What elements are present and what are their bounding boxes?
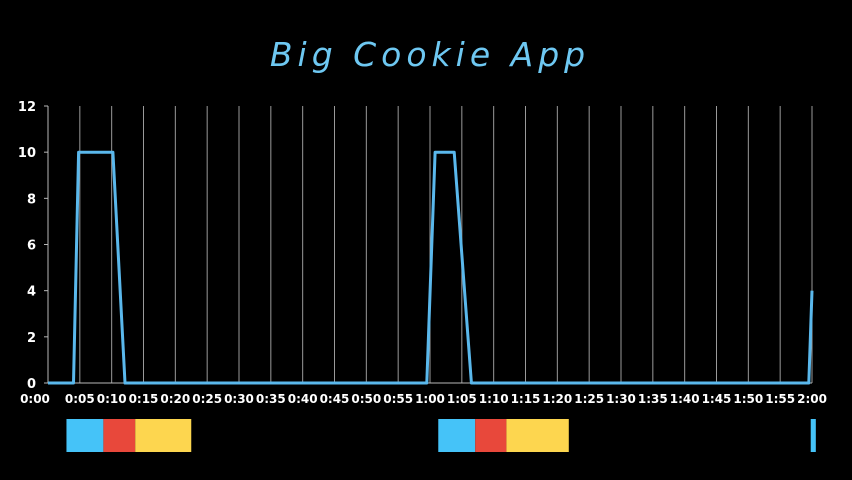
chart-title: Big Cookie App — [270, 35, 590, 74]
x-tick-label: 0:30 — [224, 392, 254, 406]
gridlines — [79, 106, 813, 383]
x-tick-labels: 0:00 0:05 0:10 0:15 0:20 0:25 0:30 0:35 0:40 0:45… — [20, 392, 827, 406]
x-tick-label: 0:45 — [320, 392, 350, 406]
x-tick-label: 1:30 — [606, 392, 636, 406]
x-tick-label: 0:55 — [383, 392, 413, 406]
y-tick-labels: 0 2 4 6 8 10 12 — [18, 100, 48, 392]
y-tick-label: 6 — [27, 239, 36, 254]
timeline-segment — [506, 419, 569, 452]
x-tick-label: 1:40 — [670, 392, 700, 406]
timeline-segment — [66, 419, 104, 452]
x-tick-label: 1:55 — [765, 392, 795, 406]
timeline-bar — [66, 419, 816, 452]
y-tick-label: 2 — [27, 331, 36, 346]
y-tick-label: 12 — [18, 100, 36, 115]
x-tick-label: 1:00 — [415, 392, 445, 406]
x-tick-label: 1:45 — [702, 392, 732, 406]
x-tick-label: 0:05 — [65, 392, 95, 406]
timeline-segment — [475, 419, 507, 452]
timeline-segment — [135, 419, 192, 452]
x-tick-label: 0:25 — [192, 392, 222, 406]
y-tick-label: 4 — [27, 285, 36, 300]
x-tick-label: 0:50 — [351, 392, 381, 406]
x-tick-label: 0:00 — [20, 392, 50, 406]
x-tick-label: 0:20 — [160, 392, 190, 406]
y-tick-label: 0 — [27, 377, 36, 392]
x-tick-label: 1:05 — [447, 392, 477, 406]
x-tick-label: 0:10 — [97, 392, 127, 406]
timeline-segment — [438, 419, 476, 452]
timeline-segment — [810, 419, 816, 452]
x-tick-label: 1:20 — [542, 392, 572, 406]
x-tick-label: 1:50 — [733, 392, 763, 406]
x-tick-label: 1:35 — [638, 392, 668, 406]
x-tick-label: 0:35 — [256, 392, 286, 406]
y-tick-label: 8 — [27, 192, 36, 207]
x-tick-label: 1:25 — [574, 392, 604, 406]
series-line — [48, 150, 814, 385]
x-tick-label: 2:00 — [797, 392, 827, 406]
x-tick-label: 1:15 — [511, 392, 541, 406]
x-tick-label: 0:40 — [288, 392, 318, 406]
series — [48, 150, 814, 385]
x-tick-label: 1:10 — [479, 392, 509, 406]
timeline-segment — [103, 419, 136, 452]
y-tick-label: 10 — [18, 146, 36, 161]
x-tick-label: 0:15 — [129, 392, 159, 406]
